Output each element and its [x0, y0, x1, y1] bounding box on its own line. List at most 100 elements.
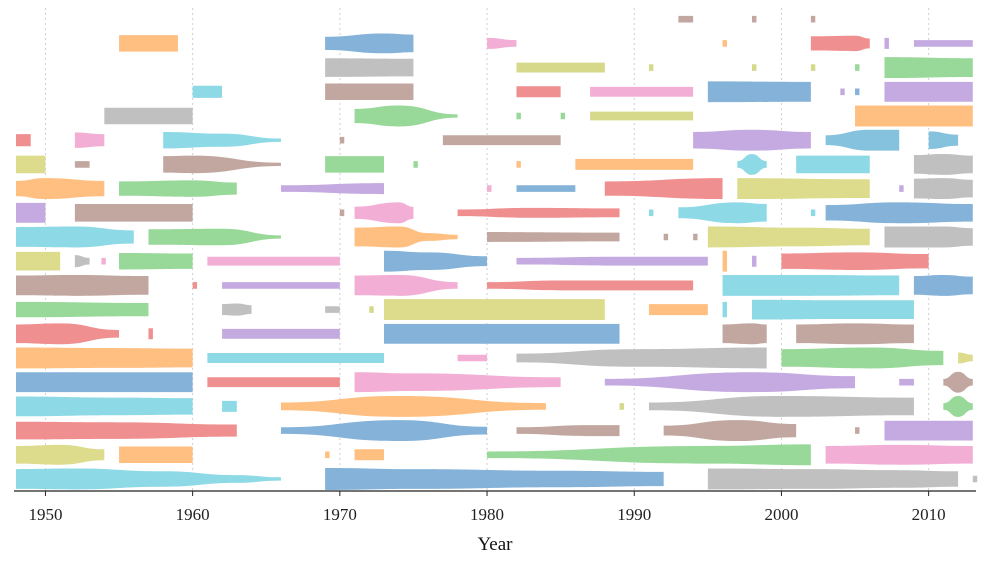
row-6 [16, 323, 914, 345]
segment-r15-s2 [516, 112, 521, 120]
segment-r2-s5 [884, 420, 973, 441]
segment-r10-s2 [354, 226, 458, 248]
segment-r4-s1 [207, 377, 340, 388]
segment-r14-s6 [825, 129, 900, 151]
segment-r8-s2 [222, 282, 340, 289]
row-12 [16, 178, 973, 200]
segment-r19-s0 [678, 15, 694, 23]
segment-r17-s4 [810, 64, 816, 71]
segment-r9-s2 [101, 257, 106, 265]
segment-r18-s0 [119, 35, 178, 52]
segment-r7-s6 [722, 301, 727, 318]
segment-r16-s5 [840, 88, 845, 96]
segment-r17-s2 [648, 64, 654, 71]
segment-r12-s0 [16, 178, 105, 200]
segment-r13-s4 [413, 161, 418, 168]
x-tick-label-1980: 1980 [470, 505, 504, 524]
row-0 [16, 468, 978, 490]
segment-r8-s3 [354, 274, 458, 296]
segment-r9-s9 [781, 252, 929, 270]
segment-r13-s2 [163, 155, 281, 174]
segment-r0-s1 [325, 468, 664, 490]
segment-r11-s8 [825, 202, 973, 224]
segment-r14-s5 [693, 129, 811, 151]
segment-r18-s3 [722, 40, 727, 47]
segment-r12-s2 [280, 183, 384, 195]
segment-r3-s0 [16, 396, 193, 417]
row-1 [16, 444, 973, 466]
segment-r5-s5 [958, 352, 973, 364]
row-3 [16, 395, 973, 417]
segment-r16-s2 [516, 86, 561, 98]
segment-r0-s0 [16, 468, 281, 490]
segment-r13-s8 [796, 155, 870, 174]
segment-r9-s5 [384, 250, 488, 272]
segment-r5-s4 [781, 347, 944, 369]
segment-r16-s4 [707, 81, 811, 103]
segments-layer [16, 15, 978, 490]
row-2 [16, 420, 973, 442]
segment-r18-s6 [913, 40, 973, 47]
segment-r6-s2 [222, 328, 340, 339]
segment-r14-s2 [163, 131, 281, 149]
segment-r18-s4 [810, 35, 870, 52]
x-tick-label-2010: 2010 [912, 505, 946, 524]
segment-r10-s4 [663, 233, 669, 241]
row-16 [192, 81, 973, 103]
segment-r9-s1 [74, 255, 90, 268]
segment-r6-s1 [148, 328, 153, 340]
segment-r18-s5 [884, 37, 889, 49]
segment-r12-s7 [899, 185, 904, 192]
segment-r10-s0 [16, 226, 134, 248]
segment-r3-s4 [648, 395, 914, 417]
segment-r17-s5 [855, 64, 860, 71]
segment-r11-s1 [74, 204, 193, 222]
row-10 [16, 226, 973, 248]
segment-r14-s7 [928, 131, 959, 149]
segment-r5-s0 [16, 347, 193, 369]
segment-r6-s4 [722, 323, 767, 345]
segment-r15-s3 [560, 112, 566, 120]
segment-r7-s2 [325, 306, 340, 313]
segment-r19-s1 [752, 15, 757, 23]
segment-r13-s1 [74, 161, 90, 168]
segment-r11-s3 [354, 202, 414, 224]
segment-r17-s3 [752, 64, 757, 71]
segment-r6-s5 [796, 323, 914, 345]
segment-r15-s1 [354, 105, 458, 127]
segment-r3-s3 [619, 403, 624, 410]
segment-r7-s1 [222, 303, 252, 316]
segment-r10-s3 [487, 232, 620, 242]
segment-r3-s5 [943, 395, 973, 417]
segment-r19-s2 [810, 15, 816, 23]
segment-r4-s3 [604, 372, 856, 393]
row-4 [16, 371, 973, 393]
segment-r1-s0 [16, 444, 105, 465]
segment-r17-s1 [516, 62, 605, 73]
segment-r8-s0 [16, 274, 149, 296]
segment-r2-s0 [16, 421, 237, 440]
segment-r11-s0 [16, 202, 46, 223]
segment-r2-s3 [663, 420, 797, 442]
segment-r10-s6 [707, 226, 870, 248]
segment-r16-s6 [855, 88, 860, 96]
segment-r5-s2 [457, 354, 488, 362]
segment-r9-s6 [516, 256, 708, 266]
segment-r2-s4 [855, 427, 860, 434]
segment-r11-s5 [648, 209, 654, 217]
segment-r15-s4 [590, 111, 694, 121]
segment-r4-s4 [899, 378, 914, 386]
segment-r1-s4 [487, 444, 811, 466]
segment-r11-s4 [457, 207, 620, 218]
segment-r18-s2 [487, 37, 517, 49]
x-axis-title: Year [477, 534, 513, 555]
segment-r4-s0 [16, 372, 193, 393]
segment-r0-s2 [707, 468, 959, 490]
segment-r10-s7 [884, 226, 973, 248]
x-tick-label-1960: 1960 [176, 505, 210, 524]
segment-r7-s4 [384, 299, 605, 321]
segment-r1-s3 [354, 449, 384, 461]
row-8 [16, 274, 973, 296]
segment-r1-s2 [325, 451, 330, 459]
